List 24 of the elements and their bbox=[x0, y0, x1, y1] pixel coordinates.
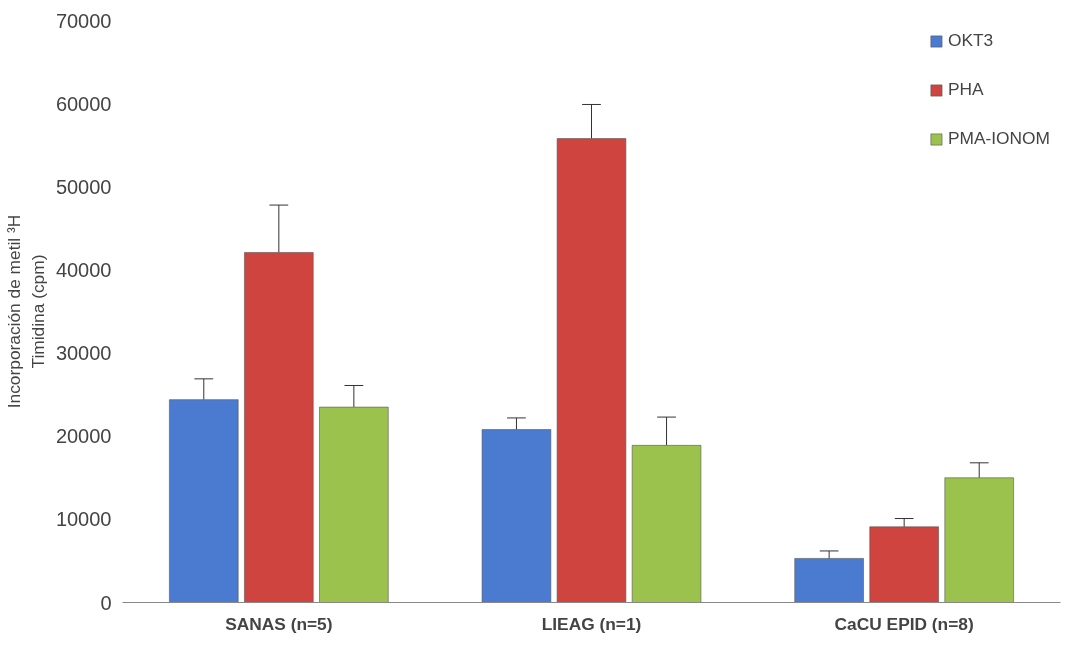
bar bbox=[869, 526, 939, 603]
bar bbox=[244, 252, 314, 603]
bar bbox=[794, 558, 864, 603]
x-tick-label: SANAS (n=5) bbox=[225, 613, 333, 634]
legend-label: PHA bbox=[947, 79, 984, 100]
y-tick-label: 50000 bbox=[55, 175, 112, 198]
y-tick-label: 70000 bbox=[55, 9, 112, 32]
y-tick-label: 40000 bbox=[55, 258, 112, 281]
x-tick-label: LIEAG (n=1) bbox=[541, 613, 642, 634]
y-axis-title: Incorporación de metil ³H Timidina (cpm) bbox=[3, 214, 48, 409]
bar bbox=[556, 138, 627, 603]
y-tick-label: 30000 bbox=[55, 342, 112, 365]
x-tick-label: CaCU EPID (n=8) bbox=[834, 613, 974, 634]
y-tick-label: 20000 bbox=[55, 425, 112, 448]
y-tick-label: 0 bbox=[100, 591, 112, 614]
bar bbox=[319, 406, 389, 603]
bar bbox=[944, 477, 1014, 603]
y-tick-label: 60000 bbox=[55, 92, 112, 115]
legend-label: OKT3 bbox=[947, 30, 994, 51]
bar bbox=[169, 399, 239, 603]
legend-label: PMA-IONOM bbox=[947, 128, 1050, 149]
bar bbox=[631, 445, 702, 603]
bar bbox=[481, 429, 552, 603]
y-tick-label: 10000 bbox=[55, 508, 112, 531]
